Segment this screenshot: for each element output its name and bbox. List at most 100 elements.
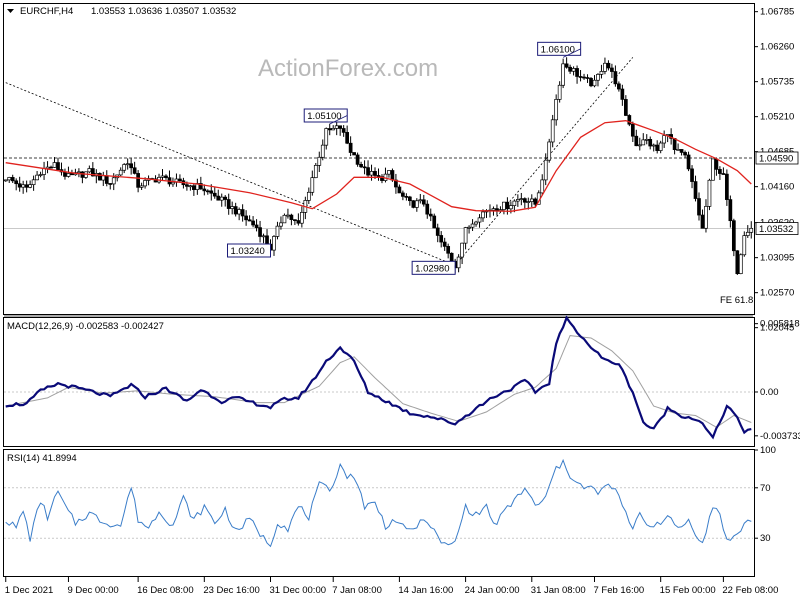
candle-body	[561, 63, 565, 86]
candle	[171, 177, 175, 187]
time-tick-label: 23 Dec 16:00	[203, 585, 260, 596]
candle	[327, 123, 332, 136]
candle	[582, 73, 586, 80]
macd-tick-label: 0.00	[760, 387, 779, 398]
candle	[738, 253, 743, 275]
candle	[282, 213, 287, 224]
candle-body	[198, 183, 203, 190]
candle	[634, 129, 639, 147]
candle	[522, 197, 527, 209]
candle	[463, 226, 468, 250]
candle-body	[679, 149, 684, 153]
candle-body	[310, 177, 315, 193]
rsi-y-axis: 100 70 30	[754, 445, 776, 544]
candle	[153, 175, 158, 183]
candle-body	[596, 73, 600, 81]
candle	[745, 225, 750, 238]
candle-body	[408, 196, 412, 202]
candle	[467, 225, 471, 234]
rsi-plot	[4, 458, 753, 548]
candle	[589, 77, 593, 88]
candle	[387, 170, 391, 178]
candle	[394, 173, 398, 194]
candle	[219, 193, 224, 207]
macd-panel-frame	[3, 317, 755, 447]
candle	[24, 180, 29, 193]
candle-body	[421, 199, 426, 205]
rsi-panel-frame	[3, 449, 755, 577]
candle-body	[644, 139, 649, 141]
candle-body	[686, 154, 691, 170]
macd-line	[5, 315, 752, 440]
candle	[380, 174, 384, 184]
candle	[630, 121, 635, 142]
candle-body	[376, 175, 381, 177]
candle-body	[599, 71, 604, 75]
candle-body	[380, 176, 384, 181]
candle-body	[108, 183, 113, 185]
candle-body	[481, 211, 485, 219]
ma-line	[5, 120, 752, 212]
candle	[94, 169, 99, 184]
candle	[341, 125, 346, 137]
candle	[261, 233, 266, 244]
candle-body	[219, 196, 224, 201]
header-dropdown-icon[interactable]	[7, 9, 14, 13]
candle	[533, 197, 538, 207]
candle	[84, 171, 88, 179]
candle-body	[745, 231, 750, 236]
candle	[247, 215, 252, 222]
candle	[610, 63, 614, 78]
candle-body	[613, 71, 618, 85]
candle	[198, 176, 203, 190]
candle	[310, 170, 315, 196]
candle-body	[52, 162, 57, 168]
candle-body	[658, 142, 663, 151]
price-tick-label: 1.03095	[760, 253, 794, 264]
candle	[575, 65, 579, 84]
candle	[690, 165, 694, 189]
candle-body	[21, 184, 26, 188]
candle-body	[693, 181, 698, 199]
candle-body	[63, 171, 67, 177]
candle	[554, 94, 559, 126]
candle	[56, 157, 60, 172]
candle	[651, 143, 656, 152]
candle-body	[136, 173, 140, 188]
candle-body	[324, 128, 329, 146]
candle-body	[512, 200, 517, 206]
candle	[300, 206, 304, 228]
candle-body	[125, 163, 130, 166]
candle-body	[463, 227, 468, 244]
candle	[568, 64, 572, 74]
candle	[10, 174, 15, 183]
candle-body	[293, 219, 297, 221]
candle-body	[749, 227, 754, 233]
candle	[334, 121, 339, 136]
candle	[408, 195, 412, 206]
candle	[226, 193, 231, 215]
candle	[672, 137, 677, 155]
candle	[157, 173, 161, 184]
candle-body	[362, 166, 367, 169]
candle-body	[338, 125, 343, 129]
candle	[17, 176, 22, 192]
candle-body	[439, 235, 444, 243]
candle-body	[247, 219, 252, 222]
candle	[313, 162, 318, 179]
candle-body	[188, 185, 193, 188]
candle-body	[300, 212, 304, 224]
candle	[14, 178, 19, 191]
candles	[3, 57, 754, 275]
candle	[571, 66, 576, 76]
candle	[446, 243, 451, 259]
candle	[550, 114, 555, 148]
candle-body	[38, 174, 43, 176]
candle-body	[139, 185, 144, 188]
annotation-text: 1.05100	[307, 111, 341, 122]
candle	[418, 193, 423, 204]
candle-body	[738, 254, 743, 274]
candle-body	[456, 256, 461, 269]
candle	[397, 184, 402, 194]
